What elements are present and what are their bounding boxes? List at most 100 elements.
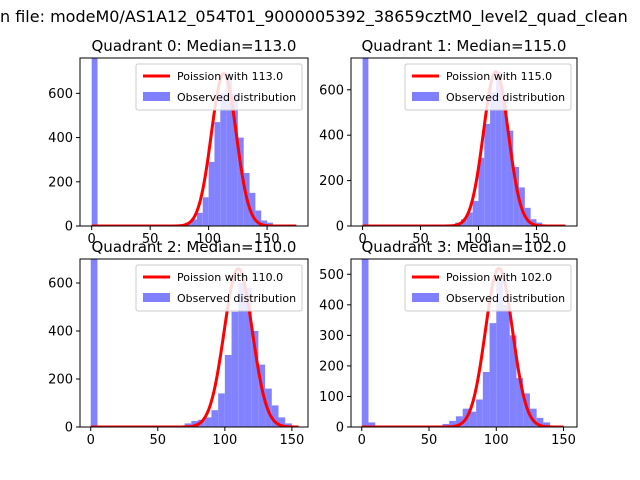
histogram-bar — [524, 207, 531, 226]
histogram-bar — [244, 287, 252, 427]
histogram-bar — [278, 417, 286, 427]
legend-label-observed: Observed distribution — [446, 91, 565, 104]
legend-label-poisson: Poission with 102.0 — [446, 271, 552, 284]
subplot-title: Quadrant 3: Median=102.0 — [362, 238, 567, 256]
legend-label-poisson: Poission with 115.0 — [446, 70, 552, 83]
y-tick-label: 600 — [48, 87, 73, 102]
histogram-bar — [490, 92, 496, 226]
legend-label-poisson: Poission with 110.0 — [177, 271, 283, 284]
histogram-bar — [238, 283, 245, 427]
legend: Poission with 110.0 Observed distribution — [135, 264, 303, 312]
y-tick-label: 600 — [319, 83, 344, 98]
legend-label-observed: Observed distribution — [177, 91, 296, 104]
histogram-bar — [224, 355, 232, 427]
legend-patch-swatch — [143, 293, 170, 302]
axes-frame — [79, 258, 309, 428]
histogram-bar — [258, 364, 266, 427]
histogram-bar — [461, 219, 467, 226]
histogram-bar — [237, 137, 244, 226]
histogram-bar — [501, 98, 508, 226]
histogram-bar — [271, 405, 279, 427]
histogram-bar — [231, 311, 239, 427]
histogram-bar — [455, 416, 463, 427]
x-tick-label: 100 — [196, 232, 221, 247]
histogram-bar — [249, 192, 256, 226]
poisson-fit-line — [90, 267, 299, 427]
y-tick-label: 0 — [336, 220, 344, 235]
figure-suptitle: n file: modeM0/AS1A12_054T01_9000005392_… — [0, 7, 628, 27]
histogram-bar — [513, 166, 520, 226]
x-tick-label: 150 — [255, 232, 280, 247]
y-tick-label: 300 — [319, 329, 344, 344]
plot-area — [91, 58, 297, 226]
histogram-bar — [507, 130, 514, 226]
histogram-bar — [509, 335, 517, 427]
y-tick-label: 0 — [65, 220, 73, 235]
x-tick-label: 0 — [88, 232, 96, 247]
y-tick-label: 0 — [336, 421, 344, 436]
legend-box — [404, 63, 572, 111]
poisson-fit-line — [362, 70, 566, 226]
histogram-bar — [226, 73, 232, 226]
axes-frame — [350, 57, 578, 227]
x-tick-label: 150 — [551, 433, 576, 448]
x-tick-label: 0 — [358, 232, 366, 247]
plot-area — [361, 259, 564, 427]
histogram-bar — [516, 378, 524, 427]
x-tick-label: 0 — [358, 433, 366, 448]
legend-patch-swatch — [143, 92, 170, 101]
x-tick-label: 50 — [412, 232, 429, 247]
legend-label-observed: Observed distribution — [446, 292, 565, 305]
y-tick-label: 200 — [319, 359, 344, 374]
histogram-bar — [251, 331, 259, 427]
x-tick-label: 50 — [421, 433, 438, 448]
y-tick-label: 400 — [48, 131, 73, 146]
plot-area — [90, 259, 299, 427]
poisson-fit-line — [361, 266, 564, 427]
legend: Poission with 115.0 Observed distribution — [404, 63, 572, 111]
legend: Poission with 102.0 Observed distribution — [404, 264, 572, 312]
histogram-bar — [255, 210, 262, 226]
subplot-quadrant-2: 0 50 100 150 0 200 400 600 Quadrant 2: Median=11… — [48, 238, 309, 448]
y-tick-label: 400 — [48, 325, 73, 340]
histogram-bar — [368, 422, 376, 427]
y-tick-label: 600 — [48, 277, 73, 292]
x-tick-label: 100 — [466, 232, 491, 247]
histogram-bar — [191, 421, 199, 427]
histogram-bar — [529, 408, 537, 427]
histogram-bar — [220, 93, 227, 226]
histogram-bar — [184, 423, 192, 427]
legend-box — [135, 264, 303, 312]
subplot-quadrant-0: 0 50 100 150 0 200 400 600 Quadrant 0: Median=11… — [48, 37, 309, 247]
histogram-bar — [476, 399, 483, 427]
plot-area — [362, 58, 566, 226]
histogram-bar — [361, 259, 369, 427]
histogram-bar — [543, 422, 551, 427]
histogram-bar — [218, 393, 225, 427]
histogram-bar — [489, 323, 497, 427]
histogram-bar — [536, 417, 544, 427]
histogram-bar — [214, 122, 221, 226]
histogram-bar — [496, 280, 504, 427]
histogram-bar — [261, 220, 268, 226]
histogram-bar — [482, 372, 490, 427]
histogram-bar — [449, 420, 456, 427]
x-tick-label: 50 — [142, 232, 159, 247]
histogram-bar — [530, 219, 537, 226]
histogram-bar — [208, 161, 215, 226]
x-tick-label: 100 — [212, 433, 237, 448]
subplot-title: Quadrant 1: Median=115.0 — [362, 37, 567, 55]
y-tick-label: 200 — [319, 174, 344, 189]
y-tick-label: 200 — [48, 373, 73, 388]
x-tick-label: 150 — [279, 433, 304, 448]
y-tick-label: 400 — [319, 298, 344, 313]
histogram-bar — [91, 58, 98, 226]
histogram-bar — [362, 58, 369, 226]
histogram-bar — [503, 304, 510, 427]
y-tick-label: 0 — [65, 421, 73, 436]
x-tick-label: 150 — [524, 232, 549, 247]
legend-box — [404, 264, 572, 312]
histogram-bar — [469, 411, 477, 427]
histogram-bar — [267, 222, 273, 226]
